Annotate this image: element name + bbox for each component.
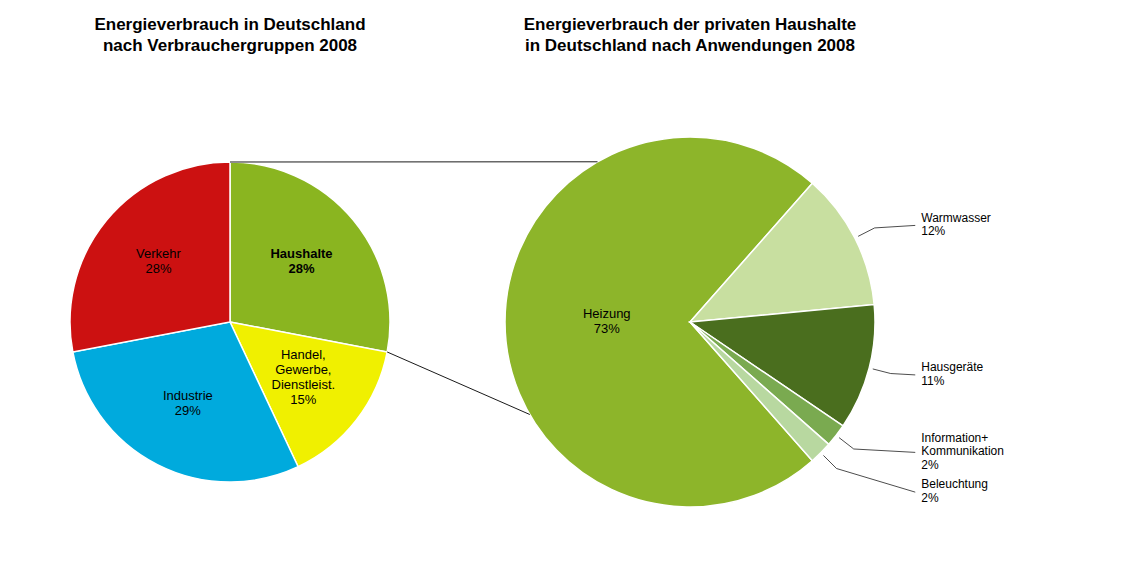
slice-label-line: Handel, — [281, 348, 326, 363]
slice-label-line: Gewerbe, — [275, 363, 331, 378]
slice-labels: Haushalte28%Handel,Gewerbe,Dienstleist.1… — [136, 247, 335, 419]
slice-label-line: 73% — [594, 321, 620, 336]
chart-title: Energieverbrauch in Deutschland nach Verb… — [94, 15, 365, 55]
connector-line — [230, 161, 598, 162]
connector-line — [387, 352, 530, 415]
slice-label-line: 2% — [921, 458, 939, 472]
slice-label: Information+Kommunikation2% — [921, 431, 1004, 472]
slice-label-line: 15% — [290, 393, 316, 408]
chart-title-line: Energieverbrauch in Deutschland — [94, 15, 365, 34]
pie — [505, 137, 875, 507]
leader-line — [839, 438, 915, 453]
slice-label-line: Verkehr — [136, 247, 181, 262]
slice-label: Verkehr28% — [136, 247, 181, 277]
slice-label-line: Information+ — [921, 431, 988, 445]
slice-label: Haushalte28% — [270, 247, 332, 277]
slice-label-line: 28% — [288, 262, 314, 277]
slice-label-line: 2% — [921, 491, 939, 505]
slice-labels: Heizung73% Warmwasser12% Hausgeräte11% Info… — [583, 211, 1004, 505]
slice-label: Industrie29% — [163, 389, 213, 419]
slice-label: Handel,Gewerbe,Dienstleist.15% — [272, 348, 336, 408]
slice-label-line: 11% — [921, 374, 944, 388]
leader-line — [823, 455, 915, 492]
slice-label-line: Haushalte — [270, 247, 332, 262]
slice-label-line: Warmwasser — [921, 211, 991, 225]
slice-label-line: Dienstleist. — [272, 378, 336, 393]
pie-slice — [690, 322, 843, 444]
slice-label-line: 28% — [145, 262, 171, 277]
slice-label-line: Kommunikation — [921, 445, 1004, 459]
slice-label: Beleuchtung2% — [921, 478, 988, 506]
chart-title-line: nach Verbrauchergruppen 2008 — [103, 36, 357, 55]
pie-slice — [230, 162, 390, 352]
chart-title-line: Energieverbrauch der privaten Haushalte — [524, 15, 857, 34]
slice-label-line: Heizung — [583, 306, 631, 321]
pie — [70, 162, 390, 482]
slice-label-line: Beleuchtung — [921, 478, 988, 492]
pie-slice — [690, 322, 829, 461]
chart-title-line: in Deutschland nach Anwendungen 2008 — [525, 36, 855, 55]
slice-label: Warmwasser12% — [921, 211, 991, 239]
pie-slice — [70, 162, 230, 352]
slice-label-line: Industrie — [163, 389, 213, 404]
slice-label-line: Hausgeräte — [921, 360, 983, 374]
slice-label: Heizung73% — [583, 306, 631, 336]
leader-line — [858, 225, 915, 236]
slice-label: Hausgeräte11% — [921, 360, 983, 387]
slice-label-line: 29% — [175, 404, 201, 419]
chart-canvas: Energieverbrauch in Deutschland nach Verb… — [0, 0, 1126, 580]
pie-slice — [690, 183, 874, 322]
slice-label-line: 12% — [921, 224, 945, 238]
leader-line — [873, 369, 915, 375]
chart-title: Energieverbrauch der privaten Haushalte i… — [524, 15, 857, 55]
